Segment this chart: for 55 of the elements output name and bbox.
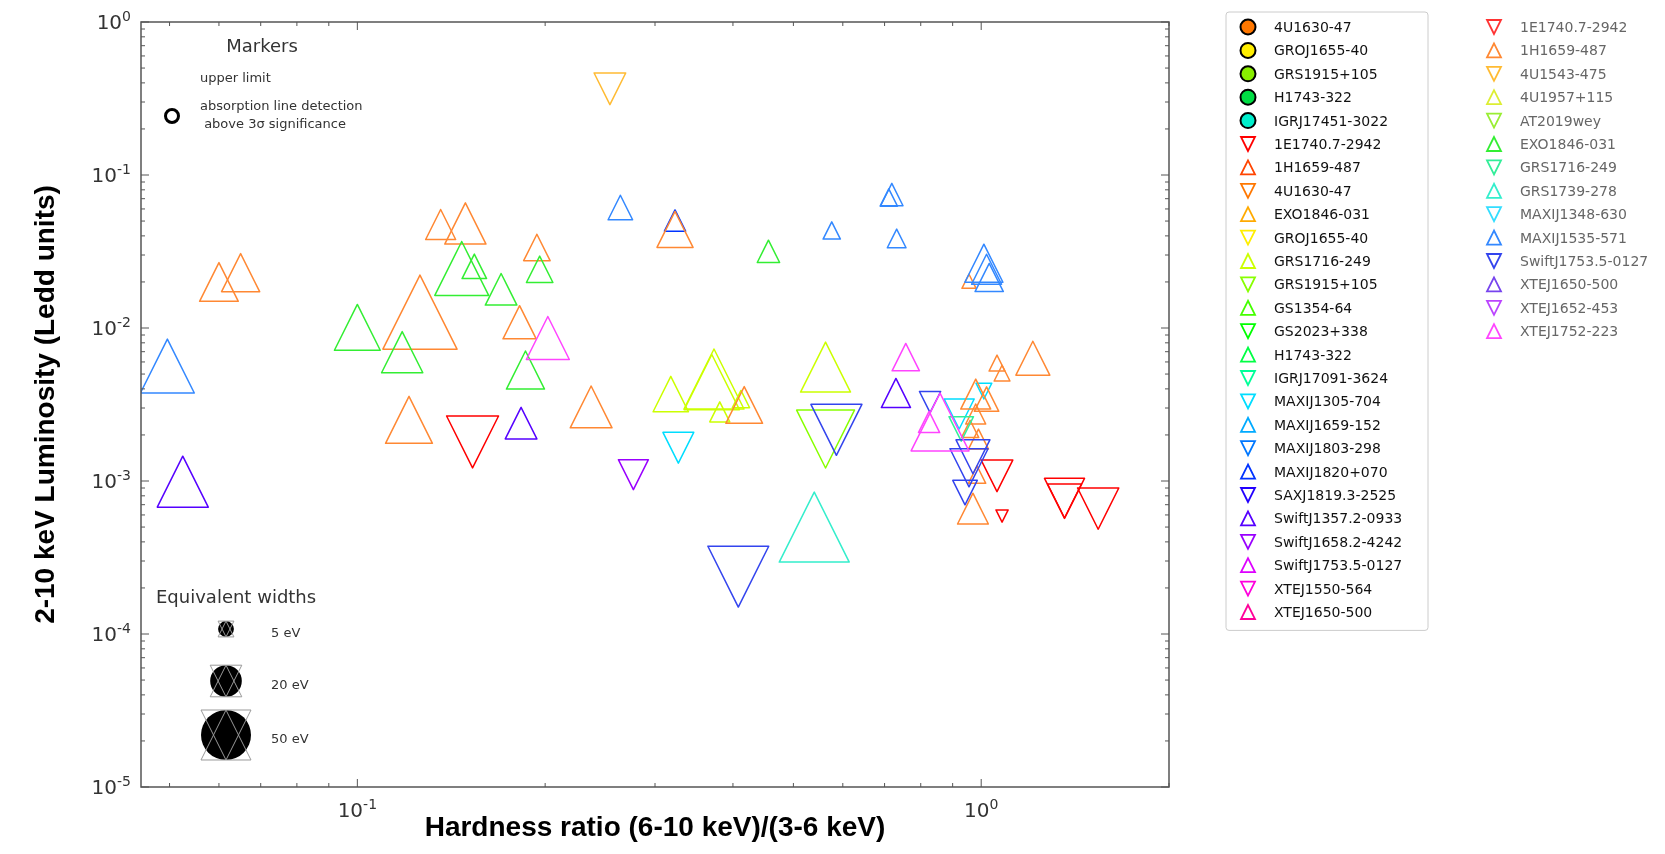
legend-label: GRS1716-249 [1274,253,1371,269]
legend-label: SwiftJ1753.5-0127 [1520,253,1649,269]
legend-label: XTEJ1752-223 [1520,323,1619,340]
y-tick-label: 10$^{-4}$ [91,620,132,646]
legend-label: 1E1740.7-2942 [1520,19,1628,35]
legend-label: MAXIJ1535-571 [1520,229,1627,246]
legend-label: SwiftJ1753.5-0127 [1274,557,1403,574]
legend-label: 4U1957+115 [1520,89,1614,106]
legend-label: H1743-322 [1274,346,1352,363]
legend-label: 4U1630-47 [1274,182,1352,199]
y-axis-title: 2-10 keV Luminosity (Ledd units) [29,185,60,624]
legend-label: GROJ1655-40 [1274,229,1369,246]
legend-label: 20 eV [271,677,309,692]
legend-label: 1H1659-487 [1520,42,1607,59]
legend-label: XTEJ1650-500 [1274,604,1373,620]
legend-label: 50 eV [271,731,309,746]
legend-label: GROJ1655-40 [1274,42,1369,59]
annotation: upper limit [200,70,271,85]
legend-label: IGRJ17091-3624 [1274,370,1389,386]
legend-label: MAXIJ1803-298 [1274,440,1381,457]
y-tick-label: 10$^{-1}$ [91,161,131,187]
legend-label: XTEJ1550-564 [1274,580,1373,597]
legend-label: MAXIJ1348-630 [1520,206,1627,223]
y-tick-label: 10$^{-2}$ [91,314,131,340]
legend-label: GRS1716-249 [1520,159,1617,176]
legend-label: GS2023+338 [1274,323,1368,340]
legend-label: GRS1739-278 [1520,182,1617,199]
legend-label: 4U1630-47 [1274,19,1352,35]
legend-label: XTEJ1652-453 [1520,299,1619,316]
y-tick-label: 10$^{-5}$ [91,773,131,799]
legend-label: EXO1846-031 [1274,206,1370,223]
legend-label: XTEJ1650-500 [1520,276,1619,293]
annotation: absorption line detection above 3σ significance [200,98,363,131]
legend-label: GS1354-64 [1274,299,1353,316]
legend-label: 4U1543-475 [1520,65,1607,82]
legend-label: IGRJ17451-3022 [1274,112,1389,129]
legend-label: MAXIJ1305-704 [1274,393,1381,410]
legend-label: EXO1846-031 [1520,136,1616,152]
legend-label: GRS1915+105 [1274,276,1378,293]
legend-label: MAXIJ1820+070 [1274,463,1388,480]
legend-label: 5 eV [271,625,301,640]
legend-label: 1E1740.7-2942 [1274,136,1382,152]
legend-label: H1743-322 [1274,89,1352,106]
annotation: Equivalent widths [156,586,317,607]
y-tick-label: 10$^{0}$ [96,8,131,34]
legend-label: SwiftJ1658.2-4242 [1274,533,1403,550]
legend-label: 1H1659-487 [1274,159,1361,176]
annotation: Markers [226,35,298,56]
y-tick-label: 10$^{-3}$ [91,467,131,493]
x-axis-title: Hardness ratio (6-10 keV)/(3-6 keV) [424,811,886,842]
legend-label: MAXIJ1659-152 [1274,416,1381,433]
legend-label: SAXJ1819.3-2525 [1274,487,1397,503]
legend-label: AT2019wey [1520,112,1602,129]
legend-label: SwiftJ1357.2-0933 [1274,510,1403,527]
legend-label: GRS1915+105 [1274,65,1378,82]
